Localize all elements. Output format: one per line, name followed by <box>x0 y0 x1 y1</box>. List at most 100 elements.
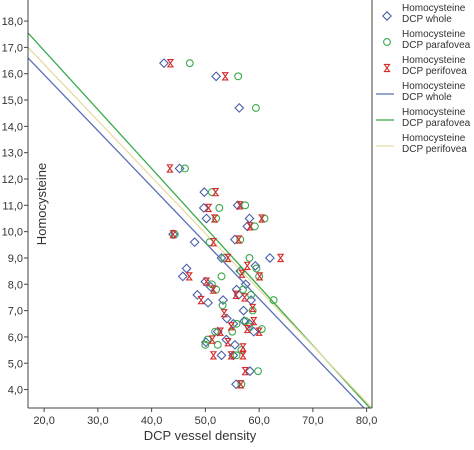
data-point-s1-34 <box>212 326 223 337</box>
data-point-s3-22 <box>197 295 205 305</box>
data-point-s3-4 <box>211 188 220 197</box>
data-point-s2-38 <box>254 367 262 376</box>
data-point-s1-19 <box>177 271 188 282</box>
legend-label: DCP perifovea <box>402 66 467 77</box>
data-point-s1-29 <box>238 305 249 316</box>
data-point-s3-35 <box>209 351 218 360</box>
data-point-s3-9 <box>246 222 254 231</box>
data-point-s1-16 <box>250 260 261 271</box>
data-point-s3-2 <box>221 72 229 81</box>
data-point-s1-1 <box>159 58 169 69</box>
legend-label: Homocysteine <box>402 55 466 66</box>
axes: 20,0 30,0 40,0 50,0 60,0 70,0 80,0 4,0 5,0 6,0 7,0… <box>2 0 377 443</box>
data-point-s3-7 <box>258 214 266 223</box>
data-point-s1-8 <box>244 213 255 224</box>
data-point-s3-14 <box>276 253 285 263</box>
data-point-s3-17 <box>238 269 246 278</box>
legend-label: DCP parafovea <box>402 40 471 51</box>
data-point-s1-27 <box>203 297 214 308</box>
data-point-s3-5 <box>236 201 244 210</box>
data-point-s1-17 <box>181 263 192 274</box>
data-point-s2-23 <box>239 285 247 294</box>
data-point-s2-16 <box>252 264 261 273</box>
data-point-s3-36 <box>239 351 247 360</box>
y-tick-label: 8,0 <box>8 279 23 291</box>
data-point-s2-6 <box>241 201 250 210</box>
data-point-s3-23 <box>240 293 249 302</box>
y-tick-label: 16,0 <box>2 69 23 81</box>
data-point-s1-9 <box>201 213 212 224</box>
data-point-s3-19 <box>255 272 264 281</box>
data-point-s3-10 <box>169 230 177 239</box>
legend-label: DCP perifovea <box>402 144 467 155</box>
data-point-s3-20 <box>209 285 218 294</box>
data-point-s1-37 <box>200 337 211 348</box>
x-tick-label: 30,0 <box>87 415 108 427</box>
data-point-s2-30 <box>228 327 237 336</box>
y-tick-label: 18,0 <box>2 16 23 28</box>
y-tick-label: 10,0 <box>2 227 23 239</box>
data-point-s3-32 <box>208 335 217 344</box>
data-point-s1-24 <box>192 289 203 300</box>
data-point-s1-2 <box>211 71 222 82</box>
data-point-s2-7 <box>215 203 224 212</box>
data-point-s2-15 <box>245 254 254 262</box>
data-point-s3-13 <box>224 253 232 263</box>
x-tick-label: 40,0 <box>141 415 162 427</box>
data-point-s1-41 <box>245 366 255 377</box>
legend-label: Homocysteine <box>402 3 466 14</box>
y-tick-label: 7,0 <box>8 306 23 318</box>
data-point-s1-12 <box>189 237 200 248</box>
data-point-s1-40 <box>216 350 227 361</box>
data-point-s2-37 <box>201 340 210 349</box>
data-point-s3-28 <box>243 324 251 334</box>
data-point-s3-25 <box>220 309 228 318</box>
data-point-s1-7 <box>198 202 209 213</box>
legend-label: Homocysteine <box>402 133 466 144</box>
data-point-s1-35 <box>248 326 259 337</box>
x-tick-label: 70,0 <box>302 415 323 427</box>
legend-label: Homocysteine <box>402 81 466 92</box>
data-point-s3-29 <box>216 327 225 336</box>
y-tick-label: 12,0 <box>2 174 23 186</box>
legend-label: DCP whole <box>402 92 452 103</box>
legend-label: DCP whole <box>402 14 452 25</box>
fit-line-1 <box>28 57 365 408</box>
y-tick-label: 4,0 <box>8 385 23 397</box>
data-point-s3-26 <box>250 316 258 326</box>
legend-label: DCP parafovea <box>402 118 471 129</box>
data-point-s1-42 <box>231 379 241 390</box>
data-point-s3-37 <box>241 366 249 376</box>
data-point-s3-24 <box>248 303 257 313</box>
data-point-s3-30 <box>255 327 263 336</box>
y-tick-label: 14,0 <box>2 121 23 133</box>
legend-label: Homocysteine <box>402 29 466 40</box>
data-point-s2-33 <box>203 335 212 344</box>
data-point-s1-20 <box>200 276 211 287</box>
data-point-s2-10 <box>250 222 259 231</box>
x-tick-label: 20,0 <box>33 415 54 427</box>
y-tick-label: 11,0 <box>2 200 23 212</box>
x-tick-label: 60,0 <box>248 415 269 427</box>
data-point-s1-30 <box>221 313 232 324</box>
data-point-s3-1 <box>166 59 175 68</box>
y-tick-label: 15,0 <box>2 95 23 107</box>
data-point-s3-21 <box>232 290 240 299</box>
data-point-s1-5 <box>199 187 210 198</box>
data-point-s1-3 <box>234 102 245 113</box>
y-tick-label: 6,0 <box>8 332 23 344</box>
fit-line-3 <box>28 46 372 408</box>
data-point-s1-11 <box>168 229 179 240</box>
data-point-s2-22 <box>247 290 256 299</box>
y-tick-label: 9,0 <box>8 253 23 265</box>
data-point-s3-11 <box>209 238 218 247</box>
data-point-s3-27 <box>227 322 235 331</box>
legend-symbol-circle <box>383 38 391 46</box>
y-tick-label: 13,0 <box>2 148 23 160</box>
data-point-s2-36 <box>232 351 241 360</box>
